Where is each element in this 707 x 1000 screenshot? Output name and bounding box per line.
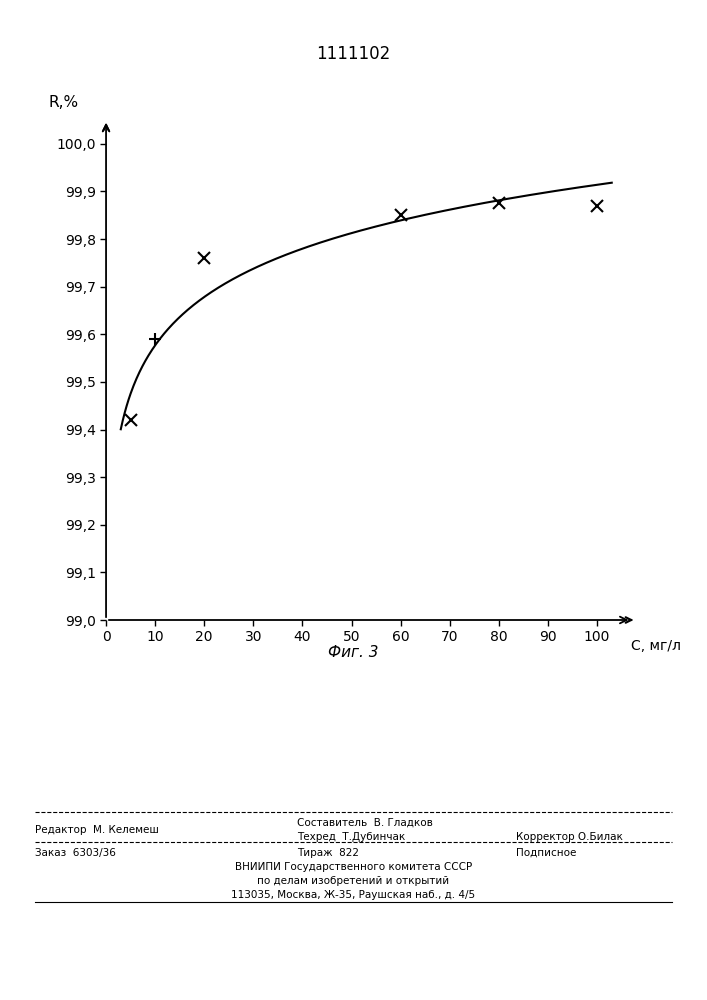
Text: Подписное: Подписное — [516, 848, 576, 858]
Text: Составитель  В. Гладков: Составитель В. Гладков — [297, 818, 433, 828]
Text: Техред  Т.Дубинчак: Техред Т.Дубинчак — [297, 832, 405, 842]
Text: Заказ  6303/36: Заказ 6303/36 — [35, 848, 116, 858]
Text: Фиг. 3: Фиг. 3 — [328, 645, 379, 660]
Text: C, мг/л: C, мг/л — [631, 639, 682, 653]
Text: 113035, Москва, Ж-35, Раушская наб., д. 4/5: 113035, Москва, Ж-35, Раушская наб., д. … — [231, 890, 476, 900]
Text: Тираж  822: Тираж 822 — [297, 848, 359, 858]
Text: Корректор О.Билак: Корректор О.Билак — [516, 832, 623, 842]
Text: Редактор  М. Келемеш: Редактор М. Келемеш — [35, 825, 159, 835]
Y-axis label: R,%: R,% — [49, 95, 78, 110]
Text: ВНИИПИ Государственного комитета СССР: ВНИИПИ Государственного комитета СССР — [235, 862, 472, 872]
Text: по делам изобретений и открытий: по делам изобретений и открытий — [257, 876, 450, 886]
Text: 1111102: 1111102 — [316, 45, 391, 63]
